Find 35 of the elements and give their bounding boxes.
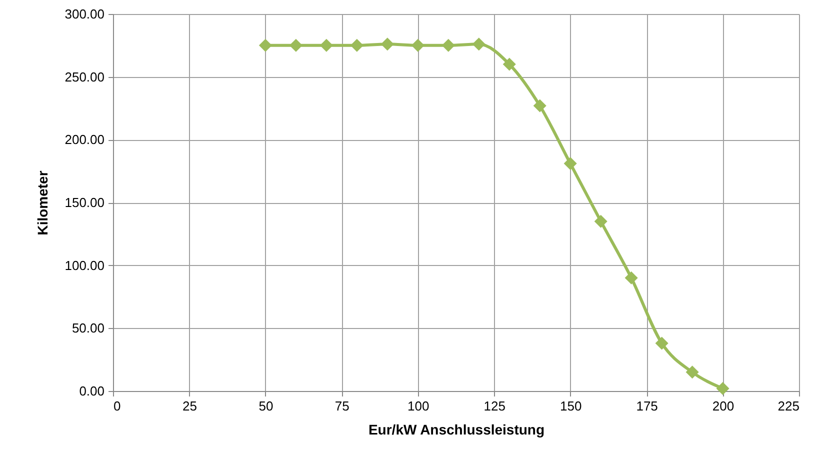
point [624, 271, 638, 284]
x-tick-label: 25 [182, 398, 197, 414]
x-axis-title: Eur/kW Anschlussleistung [368, 422, 545, 438]
point [472, 38, 486, 51]
y-tick-label: 200.00 [64, 132, 104, 148]
point [442, 38, 455, 52]
point [655, 336, 668, 350]
point [289, 38, 302, 52]
y-tick-label: 250.00 [64, 69, 104, 84]
y-tick-label: 0.00 [79, 384, 104, 398]
y-tick-label: 50.00 [72, 320, 104, 336]
point [564, 157, 577, 170]
x-tick-label: 50 [258, 398, 274, 414]
point [411, 38, 424, 52]
point [502, 58, 516, 71]
x-tick-label: 175 [636, 398, 658, 414]
y-tick-label: 150.00 [64, 195, 104, 210]
point [258, 38, 272, 52]
x-tick-label: 0 [114, 398, 121, 414]
point [533, 99, 546, 112]
point [320, 38, 333, 52]
point [380, 38, 394, 51]
point [716, 382, 730, 396]
point [350, 38, 364, 52]
y-tick-label: 100.00 [64, 258, 104, 273]
x-tick-label: 125 [484, 398, 506, 414]
x-tick-label: 225 [778, 398, 800, 414]
x-tick-label: 75 [334, 398, 350, 414]
point [686, 366, 699, 379]
y-axis-title: Kilometer [34, 170, 51, 236]
x-tick-label: 150 [560, 398, 582, 414]
point [594, 214, 608, 228]
y-tick-label: 300.00 [64, 6, 104, 22]
x-tick-label: 200 [712, 398, 734, 414]
x-tick-label: 100 [408, 398, 430, 414]
